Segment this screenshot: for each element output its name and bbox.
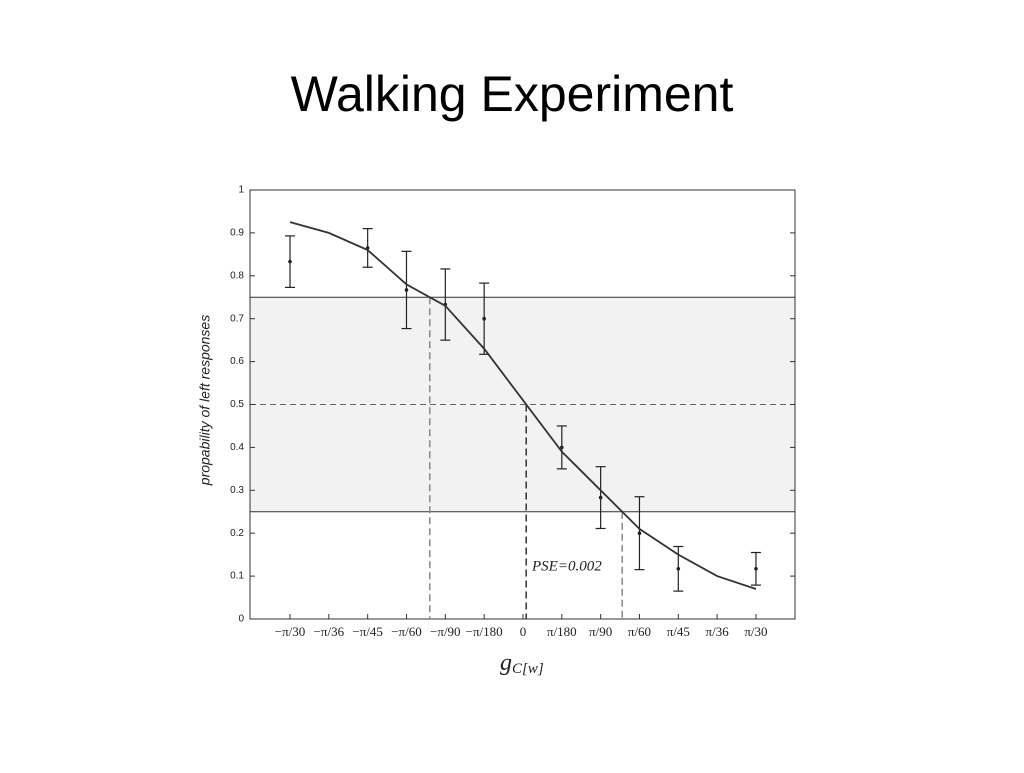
x-tick-label: π/36 <box>706 624 730 639</box>
y-tick-label: 0.7 <box>230 313 244 324</box>
y-axis-label: propability of left responses <box>197 315 213 486</box>
x-tick-label: π/45 <box>667 624 690 639</box>
data-point <box>404 288 409 292</box>
data-point <box>598 495 603 500</box>
y-tick-label: 0.9 <box>230 228 244 239</box>
y-tick-label: 0.5 <box>230 399 244 410</box>
x-tick-label: π/30 <box>744 624 767 639</box>
x-axis-label-base: g <box>500 650 512 676</box>
x-tick-label: π/90 <box>589 624 612 639</box>
x-tick-label: π/180 <box>547 624 577 639</box>
y-tick-label: 0.1 <box>230 571 244 582</box>
x-axis-label: gC[w] <box>500 650 544 678</box>
y-tick-label: 0.2 <box>230 528 244 539</box>
y-tick-label: 0.8 <box>230 270 244 281</box>
x-tick-label: −π/45 <box>352 624 383 639</box>
data-point <box>754 567 758 571</box>
data-point <box>482 316 486 321</box>
y-tick-label: 0.3 <box>230 485 244 496</box>
y-tick-label: 0.4 <box>230 442 244 453</box>
x-tick-label: −π/180 <box>466 624 503 639</box>
x-tick-label: −π/36 <box>314 624 345 639</box>
x-tick-label: −π/90 <box>430 624 461 639</box>
y-tick-label: 1 <box>238 185 244 196</box>
data-point <box>637 531 642 535</box>
annotation: PSE=0.002 <box>531 558 602 574</box>
slide-title: Walking Experiment <box>291 66 734 122</box>
data-point <box>288 259 292 264</box>
x-tick-label: −π/60 <box>391 624 422 639</box>
data-point <box>676 567 681 571</box>
y-tick-label: 0 <box>238 614 244 625</box>
x-tick-label: −π/30 <box>275 624 306 639</box>
x-tick-label: 0 <box>520 624 527 639</box>
x-tick-label: π/60 <box>628 624 651 639</box>
y-tick-label: 0.6 <box>230 356 244 367</box>
x-axis-label-sub: C[w] <box>512 661 544 677</box>
fit-curve <box>289 221 757 590</box>
data-point <box>560 445 564 450</box>
